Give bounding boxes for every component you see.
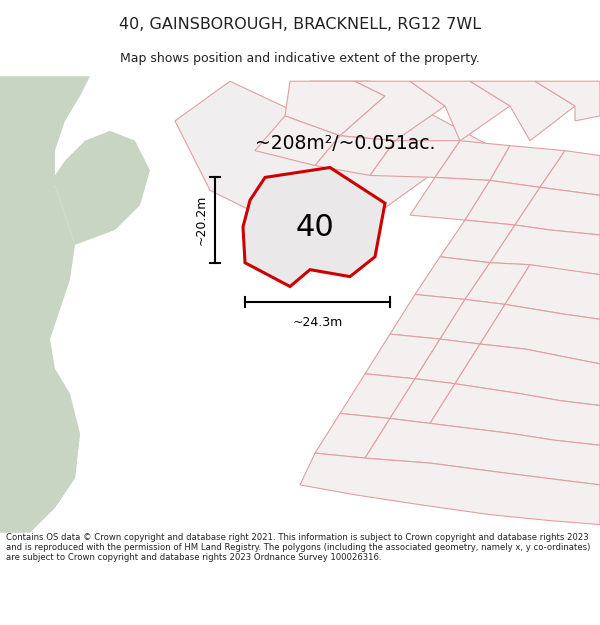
- Polygon shape: [340, 81, 445, 141]
- Polygon shape: [370, 141, 460, 177]
- Polygon shape: [315, 414, 390, 458]
- Polygon shape: [465, 181, 540, 225]
- Text: Map shows position and indicative extent of the property.: Map shows position and indicative extent…: [120, 52, 480, 65]
- Polygon shape: [435, 141, 510, 181]
- Polygon shape: [515, 188, 600, 235]
- Polygon shape: [390, 379, 455, 423]
- Polygon shape: [55, 131, 150, 245]
- Polygon shape: [300, 453, 600, 524]
- Polygon shape: [175, 81, 430, 225]
- Text: ~208m²/~0.051ac.: ~208m²/~0.051ac.: [255, 134, 436, 153]
- Polygon shape: [505, 265, 600, 319]
- Polygon shape: [440, 220, 515, 262]
- Polygon shape: [365, 419, 600, 485]
- Polygon shape: [535, 81, 600, 121]
- Polygon shape: [0, 433, 80, 532]
- Text: Contains OS data © Crown copyright and database right 2021. This information is : Contains OS data © Crown copyright and d…: [6, 532, 590, 562]
- Text: 40, GAINSBOROUGH, BRACKNELL, RG12 7WL: 40, GAINSBOROUGH, BRACKNELL, RG12 7WL: [119, 17, 481, 32]
- Polygon shape: [410, 81, 510, 141]
- Polygon shape: [490, 146, 565, 188]
- Polygon shape: [440, 299, 505, 344]
- Polygon shape: [310, 81, 600, 269]
- Polygon shape: [315, 136, 395, 176]
- Text: ~24.3m: ~24.3m: [292, 316, 343, 329]
- Polygon shape: [390, 294, 465, 339]
- Polygon shape: [415, 339, 480, 384]
- Polygon shape: [243, 168, 385, 286]
- Polygon shape: [480, 304, 600, 364]
- Polygon shape: [340, 374, 415, 419]
- Text: ~20.2m: ~20.2m: [194, 195, 208, 245]
- Polygon shape: [255, 116, 340, 166]
- Polygon shape: [455, 344, 600, 406]
- Polygon shape: [285, 81, 385, 136]
- Polygon shape: [465, 262, 530, 304]
- Text: 40: 40: [296, 213, 334, 241]
- Polygon shape: [540, 151, 600, 195]
- Polygon shape: [470, 81, 575, 141]
- Polygon shape: [365, 334, 440, 379]
- Polygon shape: [430, 384, 600, 445]
- Polygon shape: [410, 177, 490, 220]
- Polygon shape: [0, 76, 90, 532]
- Polygon shape: [415, 257, 490, 299]
- Polygon shape: [490, 225, 600, 274]
